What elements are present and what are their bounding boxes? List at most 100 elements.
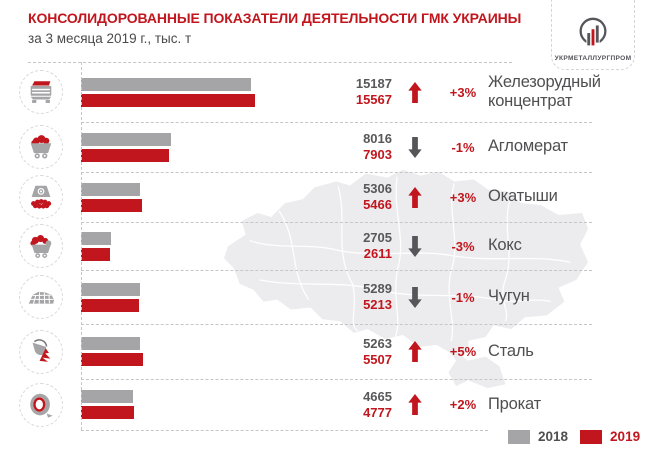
values-column: 15187 15567	[340, 76, 392, 108]
icon-column	[0, 125, 81, 169]
product-row: 5263 5507 +5% Сталь	[0, 324, 667, 380]
change-percent: +2%	[449, 397, 477, 412]
trend-down-arrow-icon	[408, 287, 422, 308]
product-label: Чугун	[488, 287, 530, 306]
legend-item-2018: 2018	[508, 429, 568, 444]
bar-pair	[81, 182, 340, 212]
change-percent: +5%	[449, 344, 477, 359]
value-2018: 8016	[363, 131, 392, 146]
values-column: 5289 5213	[340, 281, 392, 313]
value-2018: 5263	[363, 335, 392, 351]
change-percent: +3%	[449, 189, 477, 205]
values-column: 5306 5466	[340, 181, 392, 213]
trend-down-arrow-icon	[408, 137, 422, 158]
bar-2019	[81, 148, 170, 162]
product-icon-circle	[18, 125, 63, 169]
value-2019: 7903	[363, 147, 392, 162]
change-percent: -1%	[451, 289, 475, 305]
page-subtitle: за 3 месяца 2019 г., тыс. т	[28, 31, 192, 46]
product-icon-circle	[18, 382, 63, 427]
icon-column	[0, 275, 81, 319]
values-column: 8016 7903	[340, 131, 392, 163]
icon-column	[0, 70, 81, 114]
product-icon-circle	[18, 70, 63, 114]
legend-item-2019: 2019	[580, 429, 640, 444]
product-row: 15187 15567 +3% Железорудный концентрат	[0, 62, 667, 123]
arrow-column	[392, 137, 438, 158]
trend-up-arrow-icon	[408, 187, 422, 208]
chart-baseline	[81, 62, 82, 430]
product-label: Железорудный концентрат	[488, 72, 601, 110]
bar-2019	[81, 247, 111, 261]
header: КОНСОЛИДОРОВАННЫЕ ПОКАЗАТЕЛИ ДЕЯТЕЛЬНОСТ…	[28, 10, 521, 46]
company-logo-box: УКРМЕТАЛЛУРГПРОМ	[551, 0, 635, 70]
arrow-column	[392, 187, 438, 208]
legend-swatch-2018	[508, 429, 530, 444]
arrow-column	[392, 287, 438, 308]
product-icon	[26, 282, 56, 312]
icon-column	[0, 382, 81, 427]
bar-2019	[81, 93, 255, 107]
bar-2018	[81, 182, 141, 196]
product-row: 5306 5466 +3% Окатыши	[0, 172, 667, 223]
value-2019: 4777	[363, 404, 392, 420]
bar-pair	[81, 132, 340, 162]
legend-label-2018: 2018	[538, 429, 569, 444]
product-icon	[26, 231, 56, 261]
legend-label-2019: 2019	[610, 429, 641, 444]
bar-2018	[81, 390, 134, 403]
change-percent: +3%	[449, 84, 477, 100]
values-column: 4665 4777	[340, 389, 392, 421]
product-icon	[26, 182, 56, 212]
value-2018: 5306	[363, 181, 392, 196]
value-2019: 2611	[363, 246, 392, 261]
bar-2018	[81, 337, 140, 350]
arrow-column	[392, 82, 438, 103]
product-row: 4665 4777 +2% Прокат	[0, 379, 667, 431]
product-icon-circle	[18, 224, 63, 268]
change-percent: -3%	[451, 238, 475, 254]
product-icon	[26, 337, 56, 367]
bar-2018	[81, 132, 171, 146]
product-icon-circle	[18, 275, 63, 319]
product-row: 5289 5213 -1% Чугун	[0, 270, 667, 325]
trend-up-arrow-icon	[408, 82, 422, 103]
icon-column	[0, 175, 81, 219]
legend-swatch-2019	[580, 429, 603, 444]
company-logo-text: УКРМЕТАЛЛУРГПРОМ	[554, 55, 632, 62]
value-2019: 15567	[355, 92, 392, 107]
bar-pair	[81, 390, 340, 419]
bar-2019	[81, 298, 140, 312]
bar-pair	[81, 231, 340, 261]
values-column: 5263 5507	[340, 336, 392, 368]
icon-column	[0, 329, 81, 374]
product-row: 2705 2611 -3% Кокс	[0, 222, 667, 271]
product-label: Окатыши	[488, 187, 558, 206]
value-2019: 5213	[363, 297, 392, 312]
bar-2019	[81, 406, 135, 419]
bar-2018	[81, 77, 251, 91]
change-percent: -1%	[451, 139, 475, 155]
product-label: Агломерат	[488, 137, 568, 156]
icon-column	[0, 224, 81, 268]
value-2018: 2705	[363, 230, 392, 245]
header-divider	[28, 62, 512, 63]
bar-2018	[81, 231, 112, 245]
bar-pair	[81, 282, 340, 312]
bar-pair	[81, 77, 340, 107]
product-icon	[26, 390, 56, 420]
value-2019: 5466	[363, 197, 392, 212]
product-icon-circle	[18, 329, 63, 374]
bar-pair	[81, 337, 340, 366]
product-icon	[26, 77, 56, 107]
product-label: Прокат	[488, 394, 541, 413]
trend-up-arrow-icon	[408, 394, 422, 415]
product-row: 8016 7903 -1% Агломерат	[0, 122, 667, 173]
product-icon	[26, 132, 56, 162]
bar-2018	[81, 282, 141, 296]
arrow-column	[392, 236, 438, 257]
trend-up-arrow-icon	[408, 341, 422, 362]
chart-legend: 2018 2019	[508, 429, 640, 444]
value-2018: 15187	[355, 76, 392, 91]
